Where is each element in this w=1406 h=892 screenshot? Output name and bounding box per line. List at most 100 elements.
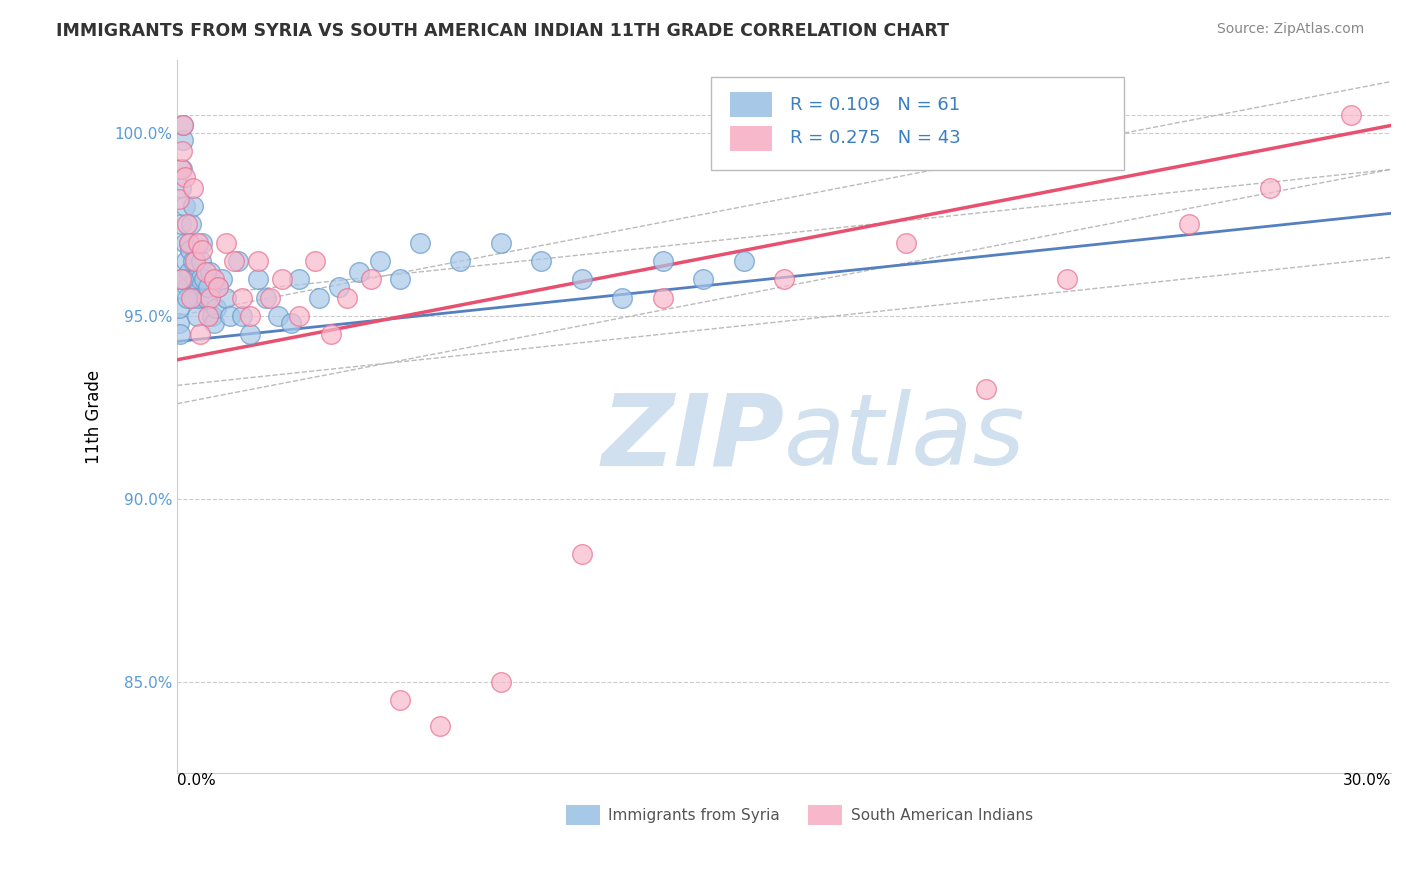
- Point: [186, 309, 208, 323]
- Point: [1258, 180, 1281, 194]
- Point: [190, 254, 212, 268]
- Point: [172, 119, 194, 133]
- Point: [188, 327, 211, 342]
- Point: [172, 162, 194, 177]
- Point: [409, 235, 432, 250]
- FancyBboxPatch shape: [565, 805, 599, 825]
- Text: R = 0.109   N = 61: R = 0.109 N = 61: [790, 95, 960, 113]
- Text: Immigrants from Syria: Immigrants from Syria: [609, 808, 780, 823]
- Point: [184, 254, 207, 268]
- Point: [271, 272, 294, 286]
- Point: [204, 301, 226, 316]
- Point: [169, 301, 191, 316]
- Point: [169, 316, 191, 330]
- Text: 30.0%: 30.0%: [1343, 773, 1391, 789]
- Point: [328, 279, 350, 293]
- Point: [388, 272, 411, 286]
- Point: [254, 291, 277, 305]
- Point: [259, 291, 281, 305]
- Point: [170, 180, 193, 194]
- Point: [211, 272, 233, 286]
- Point: [194, 265, 217, 279]
- Point: [349, 265, 371, 279]
- Text: atlas: atlas: [785, 390, 1026, 486]
- Point: [1056, 272, 1078, 286]
- Point: [193, 272, 215, 286]
- Point: [188, 272, 211, 286]
- Point: [319, 327, 342, 342]
- Point: [202, 316, 225, 330]
- Point: [174, 235, 197, 250]
- Point: [1177, 217, 1199, 231]
- Point: [176, 279, 198, 293]
- Point: [287, 272, 309, 286]
- Point: [239, 327, 262, 342]
- Point: [692, 272, 714, 286]
- Point: [247, 254, 270, 268]
- Point: [239, 309, 262, 323]
- Point: [215, 235, 238, 250]
- Point: [177, 265, 200, 279]
- Point: [247, 272, 270, 286]
- Point: [190, 243, 212, 257]
- Point: [489, 674, 512, 689]
- Point: [194, 291, 217, 305]
- Point: [186, 291, 208, 305]
- Point: [231, 309, 253, 323]
- Point: [169, 272, 191, 286]
- Point: [773, 272, 796, 286]
- Point: [172, 133, 194, 147]
- Point: [612, 291, 634, 305]
- Point: [180, 217, 202, 231]
- Point: [170, 217, 193, 231]
- Point: [179, 243, 201, 257]
- Point: [181, 199, 204, 213]
- FancyBboxPatch shape: [808, 805, 842, 825]
- Point: [571, 547, 593, 561]
- Point: [308, 291, 330, 305]
- Text: 0.0%: 0.0%: [177, 773, 217, 789]
- Point: [180, 291, 202, 305]
- Point: [172, 119, 194, 133]
- Point: [197, 309, 219, 323]
- Point: [181, 180, 204, 194]
- Point: [169, 162, 191, 177]
- Point: [450, 254, 472, 268]
- Point: [176, 217, 198, 231]
- Point: [183, 254, 205, 268]
- Point: [267, 309, 290, 323]
- Point: [172, 272, 194, 286]
- FancyBboxPatch shape: [730, 92, 772, 117]
- Point: [215, 291, 238, 305]
- Point: [360, 272, 382, 286]
- Point: [198, 265, 221, 279]
- Point: [170, 272, 193, 286]
- Point: [174, 254, 197, 268]
- Y-axis label: 11th Grade: 11th Grade: [86, 369, 103, 464]
- Point: [184, 272, 207, 286]
- Text: ZIP: ZIP: [602, 390, 785, 486]
- Point: [198, 291, 221, 305]
- Point: [231, 291, 253, 305]
- Point: [173, 199, 195, 213]
- FancyBboxPatch shape: [730, 126, 772, 151]
- Text: R = 0.275   N = 43: R = 0.275 N = 43: [790, 129, 960, 147]
- Point: [190, 235, 212, 250]
- Point: [1340, 107, 1362, 121]
- Point: [174, 169, 197, 184]
- Point: [336, 291, 359, 305]
- FancyBboxPatch shape: [711, 78, 1123, 170]
- Point: [179, 235, 201, 250]
- Point: [530, 254, 553, 268]
- Point: [197, 279, 219, 293]
- Point: [218, 309, 240, 323]
- Point: [207, 279, 229, 293]
- Point: [651, 254, 673, 268]
- Point: [169, 327, 191, 342]
- Text: IMMIGRANTS FROM SYRIA VS SOUTH AMERICAN INDIAN 11TH GRADE CORRELATION CHART: IMMIGRANTS FROM SYRIA VS SOUTH AMERICAN …: [56, 22, 949, 40]
- Point: [207, 279, 229, 293]
- Text: Source: ZipAtlas.com: Source: ZipAtlas.com: [1216, 22, 1364, 37]
- Point: [176, 291, 198, 305]
- Text: South American Indians: South American Indians: [851, 808, 1033, 823]
- Point: [186, 235, 208, 250]
